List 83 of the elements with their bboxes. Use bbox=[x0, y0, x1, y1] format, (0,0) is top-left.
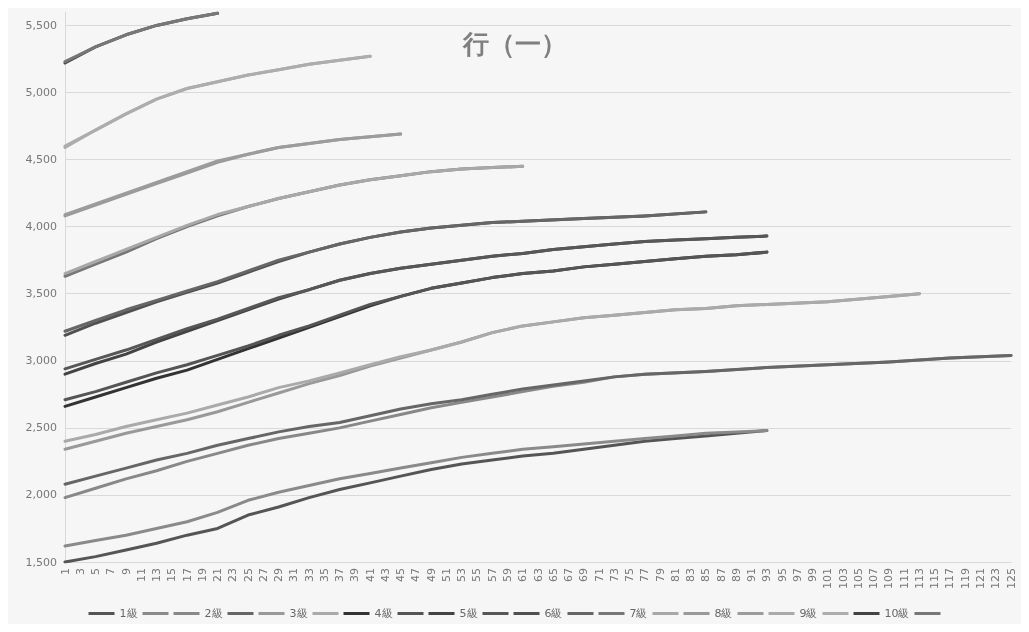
y-tick-label: 1,500 bbox=[25, 555, 57, 569]
x-tick-label: 59 bbox=[500, 568, 514, 582]
legend-label: 4級 bbox=[374, 607, 393, 620]
x-tick-label: 25 bbox=[241, 568, 255, 582]
x-tick-label: 105 bbox=[851, 568, 865, 589]
x-tick-label: 109 bbox=[882, 568, 896, 589]
x-tick-label: 1 bbox=[58, 568, 72, 575]
x-tick-label: 31 bbox=[287, 568, 301, 582]
x-tick-label: 37 bbox=[333, 568, 347, 582]
y-tick-label: 3,000 bbox=[25, 354, 57, 368]
x-tick-label: 5 bbox=[89, 568, 103, 575]
x-tick-label: 73 bbox=[607, 568, 621, 582]
x-tick-label: 107 bbox=[867, 568, 881, 589]
y-tick-label: 5,500 bbox=[25, 18, 57, 32]
x-tick-label: 101 bbox=[821, 568, 835, 589]
x-tick-label: 15 bbox=[165, 568, 179, 582]
x-tick-label: 47 bbox=[409, 568, 423, 582]
x-tick-label: 63 bbox=[531, 568, 545, 582]
x-tick-label: 113 bbox=[912, 568, 926, 589]
legend-label: 9級 bbox=[799, 607, 818, 620]
x-tick-label: 33 bbox=[302, 568, 316, 582]
x-tick-label: 39 bbox=[348, 568, 362, 582]
x-tick-label: 13 bbox=[150, 568, 164, 582]
legend-label: 6級 bbox=[544, 607, 563, 620]
x-tick-label: 49 bbox=[424, 568, 438, 582]
x-tick-label: 121 bbox=[973, 568, 987, 589]
x-tick-label: 123 bbox=[989, 568, 1003, 589]
x-tick-label: 65 bbox=[546, 568, 560, 582]
x-tick-label: 11 bbox=[134, 568, 148, 582]
y-tick-label: 2,500 bbox=[25, 421, 57, 435]
x-tick-label: 7 bbox=[104, 568, 118, 575]
x-tick-label: 99 bbox=[806, 568, 820, 582]
x-tick-label: 67 bbox=[562, 568, 576, 582]
x-tick-label: 43 bbox=[378, 568, 392, 582]
x-tick-label: 89 bbox=[729, 568, 743, 582]
y-tick-label: 4,000 bbox=[25, 220, 57, 234]
x-tick-label: 69 bbox=[577, 568, 591, 582]
x-tick-label: 17 bbox=[180, 568, 194, 582]
x-tick-label: 55 bbox=[470, 568, 484, 582]
x-tick-label: 119 bbox=[958, 568, 972, 589]
x-tick-label: 85 bbox=[699, 568, 713, 582]
y-tick-label: 5,000 bbox=[25, 85, 57, 99]
x-tick-label: 19 bbox=[195, 568, 209, 582]
x-tick-label: 29 bbox=[272, 568, 286, 582]
y-tick-label: 4,500 bbox=[25, 153, 57, 167]
x-tick-label: 51 bbox=[439, 568, 453, 582]
x-tick-label: 35 bbox=[317, 568, 331, 582]
x-tick-label: 21 bbox=[211, 568, 225, 582]
x-tick-label: 125 bbox=[1004, 568, 1018, 589]
x-tick-label: 23 bbox=[226, 568, 240, 582]
x-tick-label: 9 bbox=[119, 568, 133, 575]
legend-label: 1級 bbox=[119, 607, 138, 620]
x-tick-label: 57 bbox=[485, 568, 499, 582]
x-tick-label: 97 bbox=[790, 568, 804, 582]
legend-label: 7級 bbox=[629, 607, 648, 620]
x-tick-label: 87 bbox=[714, 568, 728, 582]
x-tick-label: 77 bbox=[638, 568, 652, 582]
y-tick-label: 2,000 bbox=[25, 488, 57, 502]
x-tick-label: 75 bbox=[623, 568, 637, 582]
text: 行（一） bbox=[461, 29, 567, 59]
x-tick-label: 71 bbox=[592, 568, 606, 582]
x-tick-label: 27 bbox=[256, 568, 270, 582]
x-tick-label: 117 bbox=[943, 568, 957, 589]
x-tick-label: 81 bbox=[668, 568, 682, 582]
x-tick-label: 95 bbox=[775, 568, 789, 582]
legend-label: 10級 bbox=[884, 607, 910, 620]
x-tick-label: 115 bbox=[928, 568, 942, 589]
legend-label: 5級 bbox=[459, 607, 478, 620]
x-tick-label: 45 bbox=[394, 568, 408, 582]
x-tick-label: 103 bbox=[836, 568, 850, 589]
x-tick-label: 53 bbox=[455, 568, 469, 582]
x-tick-label: 111 bbox=[897, 568, 911, 589]
x-tick-label: 41 bbox=[363, 568, 377, 582]
x-tick-label: 79 bbox=[653, 568, 667, 582]
x-tick-label: 61 bbox=[516, 568, 530, 582]
legend-label: 8級 bbox=[714, 607, 733, 620]
y-tick-label: 3,500 bbox=[25, 287, 57, 301]
x-tick-label: 93 bbox=[760, 568, 774, 582]
x-tick-label: 3 bbox=[73, 568, 87, 575]
legend-label: 2級 bbox=[204, 607, 223, 620]
x-tick-label: 91 bbox=[745, 568, 759, 582]
legend-label: 3級 bbox=[289, 607, 308, 620]
x-tick-label: 83 bbox=[684, 568, 698, 582]
